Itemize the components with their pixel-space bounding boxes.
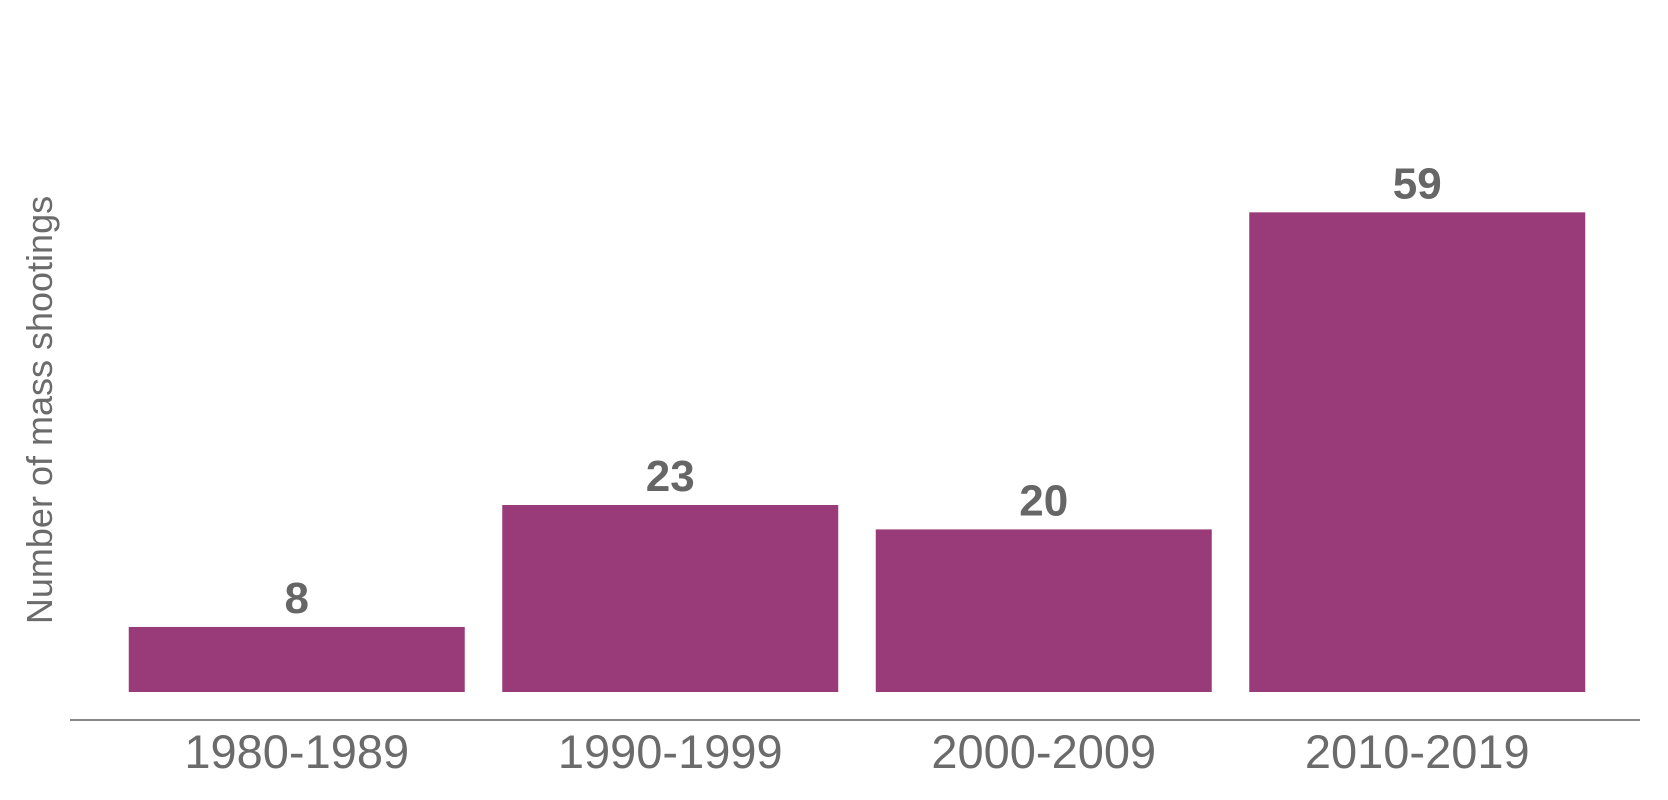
data-label-1980-1989: 8 <box>285 574 309 623</box>
bar-1990-1999 <box>502 505 839 692</box>
x-tick-label-1980-1989: 1980-1989 <box>184 725 409 778</box>
data-label-1990-1999: 23 <box>646 452 695 501</box>
y-axis-label: Number of mass shootings <box>19 196 60 624</box>
x-tick-label-1990-1999: 1990-1999 <box>558 725 783 778</box>
data-label-2010-2019: 59 <box>1393 159 1442 208</box>
bar-2000-2009 <box>875 529 1212 692</box>
x-tick-label-2000-2009: 2000-2009 <box>931 725 1156 778</box>
data-label-2000-2009: 20 <box>1019 476 1068 525</box>
bar-2010-2019 <box>1249 212 1586 692</box>
x-tick-labels: 1980-1989 1990-1999 2000-2009 2010-2019 <box>184 725 1529 778</box>
bar-1980-1989 <box>128 626 465 692</box>
data-labels: 8 23 20 59 <box>285 159 1442 623</box>
bars-group <box>128 212 1586 692</box>
x-tick-label-2010-2019: 2010-2019 <box>1305 725 1530 778</box>
